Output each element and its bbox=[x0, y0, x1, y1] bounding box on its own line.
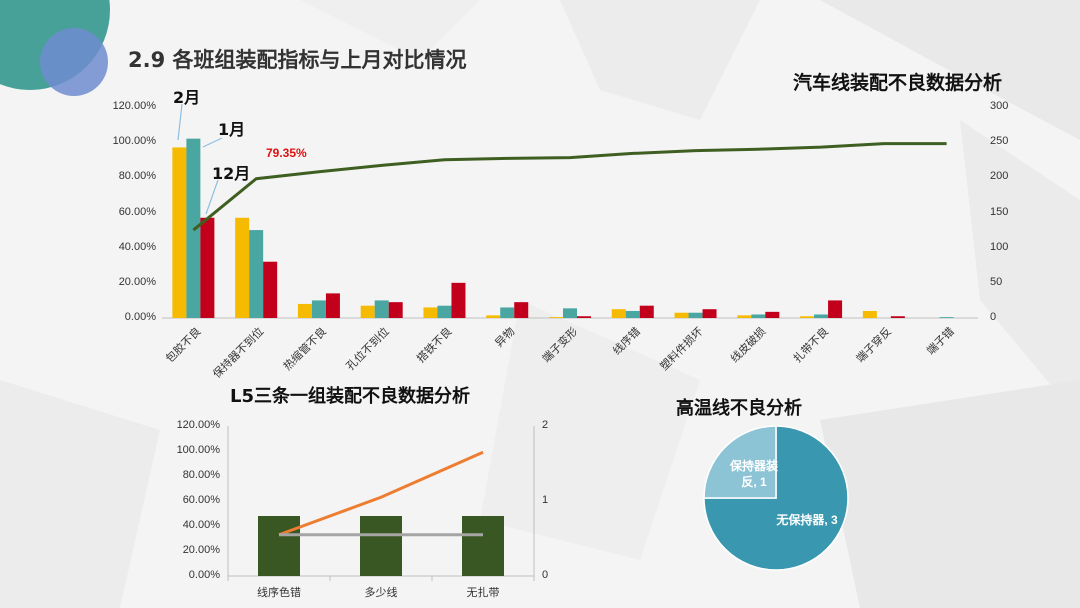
l5-left-tick: 40.00% bbox=[182, 519, 220, 531]
auto-right-tick: 150 bbox=[990, 205, 1009, 218]
auto-bar bbox=[297, 303, 312, 318]
auto-bar bbox=[890, 316, 905, 318]
l5-category-label: 线序色错 bbox=[257, 585, 301, 599]
l5-left-tick: 0.00% bbox=[188, 569, 220, 581]
auto-bar bbox=[325, 293, 340, 318]
auto-bar bbox=[674, 312, 689, 318]
l5-right-tick: 2 bbox=[542, 419, 549, 431]
l5-left-tick: 20.00% bbox=[182, 544, 220, 556]
auto-bar bbox=[737, 315, 752, 318]
auto-right-tick: 50 bbox=[990, 275, 1003, 288]
auto-bar bbox=[360, 305, 375, 318]
auto-bar bbox=[514, 302, 529, 318]
auto-bar bbox=[549, 317, 563, 318]
l5-category-label: 多少线 bbox=[365, 585, 398, 599]
auto-left-tick: 80.00% bbox=[118, 170, 156, 183]
l5-left-tick: 100.00% bbox=[176, 444, 220, 456]
l5-right-tick: 1 bbox=[542, 494, 549, 506]
pie-main-text: 无保持器, 3 bbox=[776, 513, 838, 527]
l5-right-tick: 0 bbox=[542, 569, 549, 581]
pie-small-text: 保持器装反, 1 bbox=[729, 459, 778, 489]
auto-bar bbox=[765, 311, 780, 318]
auto-bar bbox=[862, 310, 877, 318]
auto-bar bbox=[311, 300, 326, 318]
auto-left-tick: 60.00% bbox=[118, 205, 156, 218]
auto-bar bbox=[235, 217, 250, 318]
pie-chart-title: 高温线不良分析 bbox=[676, 398, 802, 419]
arrow-dec bbox=[205, 179, 219, 215]
arrow-jan bbox=[202, 137, 223, 148]
auto-right-tick: 0 bbox=[990, 311, 997, 323]
auto-bar bbox=[639, 305, 654, 318]
auto-bar bbox=[172, 147, 187, 318]
auto-bar bbox=[939, 317, 954, 318]
auto-left-tick: 20.00% bbox=[118, 275, 156, 288]
auto-bar bbox=[800, 316, 815, 318]
pie-label-main: 无保持器, 3 bbox=[772, 512, 842, 528]
auto-bar bbox=[814, 314, 829, 318]
auto-left-tick: 40.00% bbox=[118, 240, 156, 253]
auto-bar bbox=[451, 282, 466, 318]
l5-bar bbox=[258, 516, 300, 576]
auto-bar bbox=[200, 217, 215, 318]
auto-bar bbox=[437, 305, 452, 318]
l5-left-tick: 120.00% bbox=[176, 419, 220, 431]
auto-bar bbox=[577, 316, 591, 318]
auto-right-tick: 250 bbox=[990, 135, 1009, 148]
slide-title: 2.9 各班组装配指标与上月对比情况 bbox=[128, 48, 467, 72]
auto-bar bbox=[702, 309, 717, 318]
auto-left-tick: 0.00% bbox=[124, 311, 156, 323]
auto-bar bbox=[388, 302, 403, 318]
l5-category-label: 无扎带 bbox=[467, 585, 500, 599]
auto-bar bbox=[751, 314, 766, 318]
l5-bar bbox=[462, 516, 504, 576]
label-feb: 2月 bbox=[173, 88, 201, 107]
label-dec: 12月 bbox=[212, 164, 251, 183]
auto-bar bbox=[374, 300, 389, 318]
auto-bar bbox=[625, 310, 640, 318]
auto-left-tick: 120.00% bbox=[112, 100, 156, 112]
auto-bar bbox=[486, 315, 501, 318]
auto-cumulative-line bbox=[192, 142, 947, 232]
auto-left-tick: 100.00% bbox=[112, 135, 156, 148]
l5-bar bbox=[360, 516, 402, 576]
auto-bar bbox=[611, 309, 626, 318]
auto-right-tick: 300 bbox=[990, 100, 1009, 112]
label-jan: 1月 bbox=[218, 120, 246, 139]
auto-right-tick: 200 bbox=[990, 170, 1009, 183]
l5-left-tick: 80.00% bbox=[182, 469, 220, 481]
auto-chart-title: 汽车线装配不良数据分析 bbox=[793, 72, 1003, 94]
auto-bar bbox=[249, 230, 264, 318]
auto-bar bbox=[688, 312, 703, 318]
pie-slice bbox=[703, 425, 777, 499]
l5-line bbox=[278, 450, 484, 537]
pie-label-small: 保持器装反, 1 bbox=[726, 458, 782, 490]
auto-bar bbox=[828, 300, 843, 318]
auto-bar bbox=[263, 261, 278, 318]
cumulative-pct-label: 79.35% bbox=[266, 146, 307, 160]
auto-bar bbox=[563, 308, 577, 318]
arrow-feb bbox=[177, 103, 183, 141]
auto-right-tick: 100 bbox=[990, 240, 1009, 253]
l5-chart-title: L5三条一组装配不良数据分析 bbox=[230, 386, 470, 407]
auto-bar bbox=[423, 307, 438, 318]
l5-left-tick: 60.00% bbox=[182, 494, 220, 506]
auto-bar bbox=[500, 307, 515, 318]
